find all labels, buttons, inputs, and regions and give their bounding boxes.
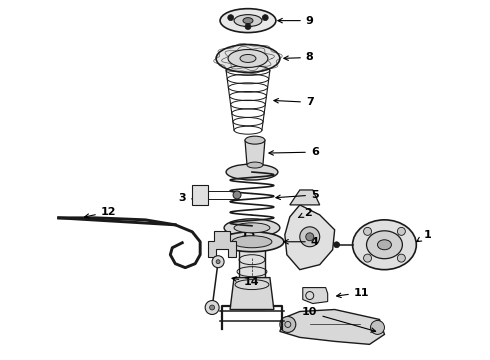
Circle shape: [364, 254, 371, 262]
Circle shape: [306, 233, 314, 241]
Text: 9: 9: [278, 15, 314, 26]
Text: 5: 5: [276, 190, 318, 200]
Text: 12: 12: [85, 207, 116, 218]
Circle shape: [228, 15, 234, 21]
Polygon shape: [280, 310, 385, 345]
Circle shape: [334, 242, 340, 248]
Polygon shape: [290, 190, 319, 205]
Text: 3: 3: [178, 193, 198, 203]
Text: 2: 2: [298, 208, 312, 218]
Ellipse shape: [232, 236, 272, 248]
Circle shape: [216, 260, 220, 264]
Ellipse shape: [220, 9, 276, 32]
Text: 4: 4: [284, 237, 318, 247]
Circle shape: [397, 254, 405, 262]
Ellipse shape: [243, 18, 253, 24]
Polygon shape: [303, 288, 328, 303]
Circle shape: [233, 191, 241, 199]
Polygon shape: [208, 231, 236, 257]
Text: 1: 1: [416, 230, 431, 242]
Text: 10: 10: [302, 307, 376, 332]
Polygon shape: [239, 248, 265, 310]
Circle shape: [397, 228, 405, 235]
Circle shape: [300, 227, 319, 247]
Ellipse shape: [240, 54, 256, 62]
Ellipse shape: [247, 162, 263, 168]
Text: 8: 8: [284, 53, 314, 63]
Ellipse shape: [224, 219, 280, 237]
Text: 13: 13: [235, 229, 256, 242]
Ellipse shape: [228, 50, 268, 67]
Polygon shape: [230, 278, 274, 310]
Ellipse shape: [220, 232, 284, 252]
Circle shape: [205, 301, 219, 315]
Circle shape: [212, 256, 224, 268]
Text: 6: 6: [269, 147, 319, 157]
Ellipse shape: [234, 223, 270, 233]
Polygon shape: [245, 140, 265, 165]
Polygon shape: [285, 205, 335, 270]
Text: 14: 14: [232, 276, 260, 287]
Ellipse shape: [234, 15, 262, 27]
Bar: [192, 185, 208, 205]
Ellipse shape: [226, 164, 278, 180]
Circle shape: [245, 24, 251, 30]
Circle shape: [262, 15, 268, 21]
Circle shape: [210, 305, 215, 310]
Ellipse shape: [377, 240, 392, 250]
Circle shape: [364, 228, 371, 235]
Text: 7: 7: [274, 97, 314, 107]
Circle shape: [370, 320, 385, 334]
Ellipse shape: [367, 231, 402, 259]
Ellipse shape: [216, 45, 280, 72]
Circle shape: [280, 316, 296, 332]
Ellipse shape: [245, 136, 265, 144]
Text: 11: 11: [337, 288, 369, 298]
Ellipse shape: [353, 220, 416, 270]
